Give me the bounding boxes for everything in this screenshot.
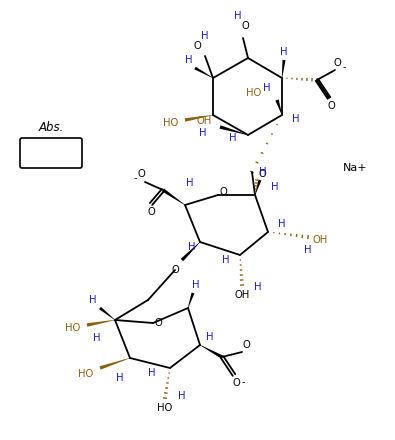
Text: H: H	[259, 167, 267, 177]
Text: O: O	[154, 318, 162, 328]
Text: O: O	[193, 41, 201, 51]
Polygon shape	[87, 320, 115, 327]
Text: HO: HO	[164, 118, 179, 128]
Polygon shape	[185, 115, 213, 122]
Polygon shape	[100, 358, 130, 370]
Text: Na+: Na+	[343, 163, 367, 173]
Text: H: H	[229, 133, 237, 143]
Polygon shape	[188, 293, 194, 308]
Text: H: H	[148, 368, 156, 378]
Text: H: H	[93, 333, 101, 343]
Text: O: O	[219, 187, 227, 197]
Text: H: H	[199, 128, 207, 138]
Text: OH: OH	[312, 235, 327, 245]
Text: -: -	[342, 62, 346, 72]
FancyBboxPatch shape	[20, 138, 82, 168]
Text: H: H	[234, 11, 242, 21]
Text: H: H	[254, 282, 262, 292]
Polygon shape	[181, 242, 200, 261]
Text: H: H	[192, 280, 200, 290]
Polygon shape	[275, 99, 282, 115]
Text: O: O	[333, 58, 341, 68]
Text: HO: HO	[246, 88, 261, 98]
Text: H: H	[263, 83, 271, 93]
Text: H: H	[222, 255, 230, 265]
Text: H: H	[186, 178, 194, 188]
Text: -: -	[241, 377, 245, 387]
Text: H: H	[292, 114, 300, 124]
Text: H: H	[188, 242, 196, 252]
Text: O: O	[232, 378, 240, 388]
Polygon shape	[282, 60, 286, 78]
Text: H: H	[304, 245, 312, 255]
Text: O: O	[242, 340, 250, 350]
Text: OH: OH	[234, 290, 250, 300]
Text: O: O	[241, 21, 249, 31]
Text: O: O	[258, 169, 266, 179]
Polygon shape	[200, 345, 223, 359]
Polygon shape	[220, 125, 248, 135]
Text: HO: HO	[78, 369, 94, 379]
Polygon shape	[255, 180, 261, 195]
Text: H: H	[116, 373, 124, 383]
Text: H: H	[201, 31, 209, 41]
Polygon shape	[99, 307, 115, 320]
Text: H: H	[206, 332, 214, 342]
Text: H: H	[185, 55, 193, 65]
Text: H: H	[89, 295, 97, 305]
Text: O: O	[137, 169, 145, 179]
Text: H: H	[271, 182, 279, 192]
Text: O: O	[147, 207, 155, 217]
Text: O: O	[171, 265, 179, 275]
Text: Abs.: Abs.	[38, 121, 64, 133]
Text: HO: HO	[66, 323, 81, 333]
Text: H: H	[280, 47, 288, 57]
Text: HO: HO	[157, 403, 173, 413]
Text: O: O	[327, 101, 335, 111]
Text: -: -	[133, 173, 137, 183]
Text: H: H	[278, 219, 286, 229]
Polygon shape	[194, 67, 213, 78]
Text: H: H	[178, 391, 186, 401]
Polygon shape	[162, 189, 185, 205]
Text: OH: OH	[196, 116, 212, 126]
